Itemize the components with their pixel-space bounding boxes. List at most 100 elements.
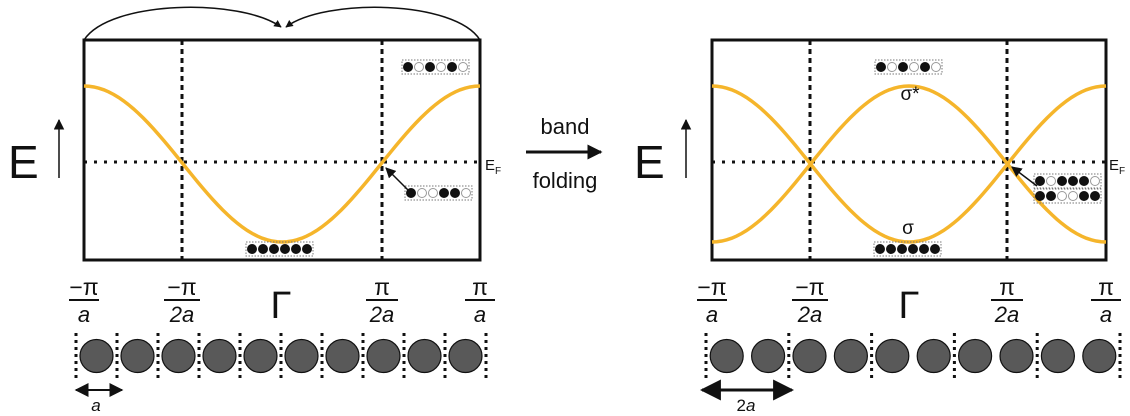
atom xyxy=(79,338,114,374)
orbital-lobe-empty xyxy=(461,188,471,198)
orbital-lobe-filled xyxy=(403,62,413,72)
atom xyxy=(325,338,360,374)
left-energy-label: E xyxy=(8,136,39,188)
orbital-lobe-empty xyxy=(417,188,427,198)
atom xyxy=(284,338,319,374)
orbital-frame xyxy=(404,185,473,201)
left-tick-2-num: −π xyxy=(167,274,196,300)
orbital-lobe-filled xyxy=(875,244,885,254)
orbital-frame xyxy=(1033,188,1102,204)
orbital-frame xyxy=(1033,173,1102,189)
left-tick-1-num: −π xyxy=(69,274,98,300)
left-crossing-pointer xyxy=(385,167,411,193)
orbital-lobe-filled xyxy=(302,244,312,254)
right-top-arrow xyxy=(285,6,481,41)
atom xyxy=(875,338,910,374)
right-tick-4-den: a xyxy=(1100,302,1112,327)
orbital-lobe-filled xyxy=(291,244,301,254)
right-spacing-label: 2a xyxy=(737,396,756,415)
sigma-star-label: σ* xyxy=(900,84,920,105)
atom xyxy=(1040,338,1076,374)
orbital-lobe-empty xyxy=(458,62,468,72)
atom xyxy=(407,338,442,374)
orbital-lobe-filled xyxy=(1079,176,1089,186)
atom xyxy=(366,338,401,374)
left-orbital-bottom xyxy=(245,241,314,257)
orbital-frame xyxy=(874,59,943,75)
atom xyxy=(999,338,1034,374)
orbital-lobe-empty xyxy=(1068,191,1078,201)
orbital-lobe-filled xyxy=(1079,191,1089,201)
right-atom-chain xyxy=(704,333,1122,381)
orbital-lobe-empty xyxy=(414,62,424,72)
orbital-lobe-empty xyxy=(436,62,446,72)
left-tick-3: π 2a xyxy=(366,274,398,327)
right-fermi-label: EF xyxy=(1109,157,1125,177)
orbital-lobe-filled xyxy=(1057,176,1067,186)
left-tick-3-den: 2a xyxy=(369,302,394,327)
right-orbital-bottom xyxy=(873,241,942,257)
right-tick-1: −π a xyxy=(697,274,727,327)
orbital-lobe-empty xyxy=(887,62,897,72)
orbital-lobe-filled xyxy=(886,244,896,254)
orbital-lobe-filled xyxy=(1068,176,1078,186)
orbital-lobe-filled xyxy=(1035,176,1045,186)
atom xyxy=(161,338,196,374)
band-folding-arrow-group: band folding xyxy=(526,114,603,193)
atom xyxy=(792,338,827,374)
orbital-frame xyxy=(873,241,942,257)
orbital-lobe-filled xyxy=(1035,191,1045,201)
orbital-lobe-empty xyxy=(428,188,438,198)
orbital-lobe-filled xyxy=(919,244,929,254)
right-band-curve-bonding xyxy=(711,84,1107,244)
orbital-lobe-filled xyxy=(247,244,257,254)
left-atom-chain xyxy=(74,333,488,381)
orbital-lobe-filled xyxy=(1090,191,1100,201)
right-tick-4-num: π xyxy=(1098,274,1114,300)
left-orbital-at-fermi xyxy=(404,185,473,201)
sigma-label: σ xyxy=(902,218,914,239)
left-tick-4-num: π xyxy=(472,274,488,300)
orbital-lobe-empty xyxy=(909,62,919,72)
orbital-lobe-empty xyxy=(1090,176,1100,186)
right-tick-1-num: −π xyxy=(697,274,726,300)
orbital-lobe-filled xyxy=(897,244,907,254)
orbital-frame xyxy=(245,241,314,257)
atom xyxy=(709,338,744,374)
atom xyxy=(243,338,278,374)
left-tick-4-den: a xyxy=(474,302,486,327)
left-tick-4: π a xyxy=(465,274,495,327)
orbital-lobe-filled xyxy=(258,244,268,254)
right-tick-2-num: −π xyxy=(795,274,824,300)
right-spacing-label-number: 2 xyxy=(737,396,746,415)
left-panel: E EF −π a −π 2a Γ π 2a π a xyxy=(8,6,501,415)
orbital-lobe-empty xyxy=(931,62,941,72)
left-tick-2: −π 2a xyxy=(164,274,200,327)
right-tick-2-den: 2a xyxy=(797,302,822,327)
left-tick-3-num: π xyxy=(374,274,390,300)
atom xyxy=(957,338,993,374)
left-orbital-top-right xyxy=(401,59,470,75)
orbital-lobe-filled xyxy=(425,62,435,72)
orbital-lobe-filled xyxy=(439,188,449,198)
right-orbital-top xyxy=(874,59,943,75)
left-tick-1: −π a xyxy=(69,274,99,327)
left-plot-frame xyxy=(82,38,482,262)
atom xyxy=(448,338,483,374)
right-orbital-fermi-upper xyxy=(1033,173,1102,189)
left-tick-1-den: a xyxy=(78,302,90,327)
atom xyxy=(833,338,869,374)
orbital-lobe-filled xyxy=(898,62,908,72)
orbital-lobe-filled xyxy=(450,188,460,198)
right-tick-3: π 2a xyxy=(991,274,1023,327)
atom xyxy=(750,338,786,374)
left-tick-2-den: 2a xyxy=(169,302,194,327)
orbital-lobe-filled xyxy=(269,244,279,254)
orbital-lobe-empty xyxy=(1057,191,1067,201)
atom xyxy=(120,338,155,374)
right-spacing-label-symbol: a xyxy=(746,396,755,415)
right-tick-1-den: a xyxy=(706,302,718,327)
left-top-arrow xyxy=(83,6,282,41)
right-plot-frame xyxy=(710,38,1108,262)
